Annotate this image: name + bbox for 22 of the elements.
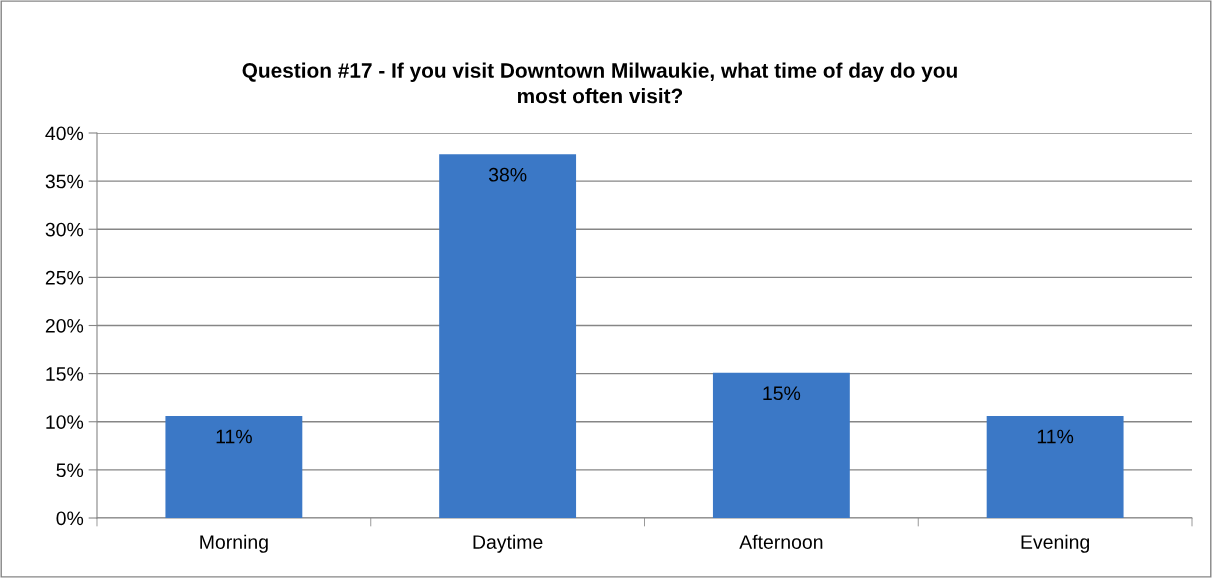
x-tick-label: Afternoon: [739, 534, 823, 549]
y-tick-label: 0%: [56, 511, 84, 526]
y-tick-label: 30%: [45, 222, 84, 237]
y-tick-label: 40%: [45, 126, 84, 141]
bar: [712, 372, 850, 518]
data-label: 38%: [488, 167, 527, 182]
x-tick-label: Evening: [1021, 534, 1090, 553]
x-tick-label: Daytime: [473, 534, 543, 553]
y-tick-label: 25%: [45, 270, 84, 285]
bar: [439, 154, 577, 518]
y-tick-label: 20%: [45, 318, 84, 333]
y-tick-label: 10%: [46, 415, 84, 429]
data-label: 15%: [763, 386, 801, 401]
y-tick-label: 5%: [56, 463, 84, 478]
bar: [986, 415, 1124, 518]
data-label: 11%: [1037, 429, 1074, 444]
y-tick-label: 35%: [45, 174, 84, 189]
chart-title: Question #17 - If you visit Downtown Milwaukie, what time of day do you most often visit?: [242, 62, 957, 104]
data-label: 11%: [216, 429, 252, 444]
y-tick-label: 15%: [46, 367, 84, 381]
x-tick-label: Morning: [200, 534, 268, 553]
bar: [165, 415, 303, 518]
